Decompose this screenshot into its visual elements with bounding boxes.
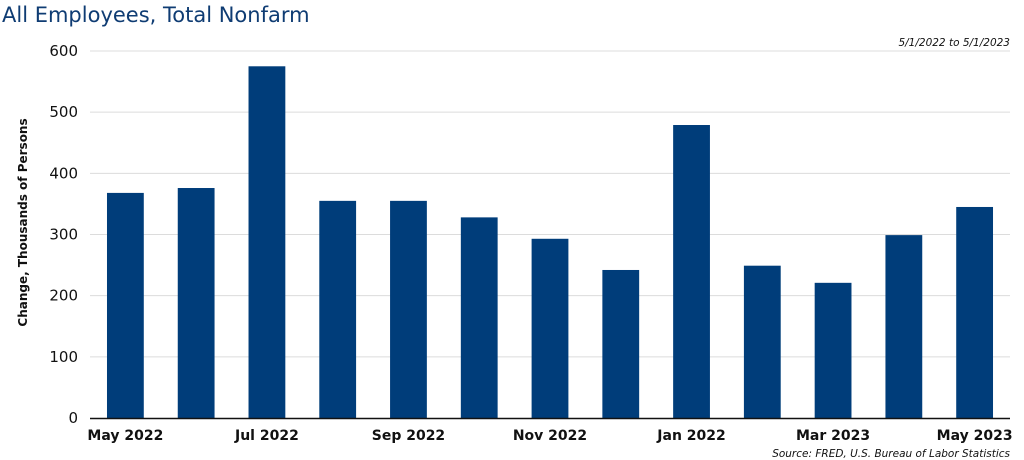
bar-jun-2022 [177,188,215,418]
bar-jan-2023 [673,125,710,419]
bar-sep-2022 [390,200,427,418]
x-tick-label: May 2023 [937,428,1013,444]
y-axis-ticks: 0 100 200 300 400 500 600 [49,42,78,427]
bar-oct-2022 [460,217,498,418]
y-tick-label: 500 [49,103,78,121]
bars [106,66,994,419]
x-tick-label: Sep 2022 [372,428,445,444]
x-tick-label: Jul 2022 [234,428,299,444]
y-tick-label: 0 [68,409,78,427]
bar-may-2022 [106,192,144,418]
y-axis-label: Change, Thousands of Persons [16,118,30,326]
y-tick-label: 200 [49,287,78,305]
y-tick-label: 600 [49,42,78,60]
bar-mar-2023 [814,282,852,418]
y-tick-label: 100 [49,348,78,366]
chart-source: Source: FRED, U.S. Bureau of Labor Stati… [772,448,1010,460]
y-tick-label: 400 [49,164,78,182]
x-tick-label: Jan 2022 [656,428,725,444]
bar-jul-2022 [248,66,286,419]
x-axis-ticks: May 2022 Jul 2022 Sep 2022 Nov 2022 Jan 2022… [87,428,1012,444]
x-tick-label: May 2022 [87,428,163,444]
chart-date-range: 5/1/2022 to 5/1/2023 [898,37,1010,49]
y-tick-label: 300 [49,226,78,244]
chart-title: All Employees, Total Nonfarm [2,3,310,27]
bar-aug-2022 [319,200,357,418]
bar-nov-2022 [531,238,569,418]
x-tick-label: Nov 2022 [513,428,587,444]
bar-dec-2022 [602,269,640,418]
x-tick-label: Mar 2023 [796,428,870,444]
bar-apr-2023 [885,235,923,418]
bar-feb-2023 [743,265,781,418]
gridlines [90,50,1010,358]
bar-may-2023 [956,206,994,418]
